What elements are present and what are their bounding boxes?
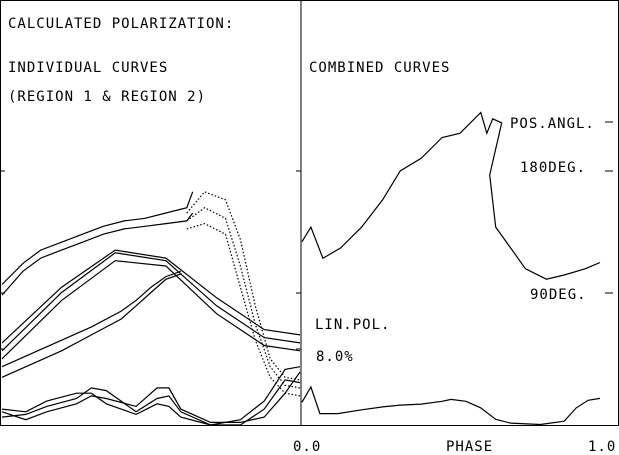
left-curve-7 [186, 191, 301, 381]
left-curve-1 [1, 212, 194, 296]
left-curve-5 [1, 249, 301, 344]
right-panel-title: COMBINED CURVES [309, 60, 450, 76]
pos-angle-curve [301, 111, 601, 280]
right-series-group [301, 111, 601, 426]
x-tick-1: 1.0 [588, 439, 616, 455]
left-curve-11 [1, 379, 301, 426]
left-curve-8 [186, 206, 301, 389]
pos-angle-label: POS.ANGL. [510, 116, 595, 132]
left-curve-6 [1, 260, 301, 360]
title-line-1: CALCULATED POLARIZATION: [8, 16, 234, 32]
left-curve-10 [1, 371, 301, 423]
x-tick-0: 0.0 [293, 439, 321, 455]
left-curve-12 [1, 366, 301, 426]
lin-pol-curve [301, 385, 601, 426]
tick-marks [0, 121, 613, 350]
pos-angle-tick-180: 180DEG. [520, 160, 586, 176]
title-line-2: INDIVIDUAL CURVES [8, 60, 168, 76]
left-series-group [1, 191, 301, 426]
lin-pol-tick-8: 8.0% [316, 349, 354, 365]
left-curve-3 [1, 273, 182, 378]
left-curve-2 [1, 270, 182, 368]
left-curve-0 [1, 191, 194, 285]
pos-angle-tick-90: 90DEG. [530, 287, 587, 303]
x-axis-label: PHASE [446, 439, 493, 455]
lin-pol-label: LIN.POL. [315, 317, 390, 333]
left-curve-9 [186, 222, 301, 397]
title-line-3: (REGION 1 & REGION 2) [8, 89, 206, 105]
